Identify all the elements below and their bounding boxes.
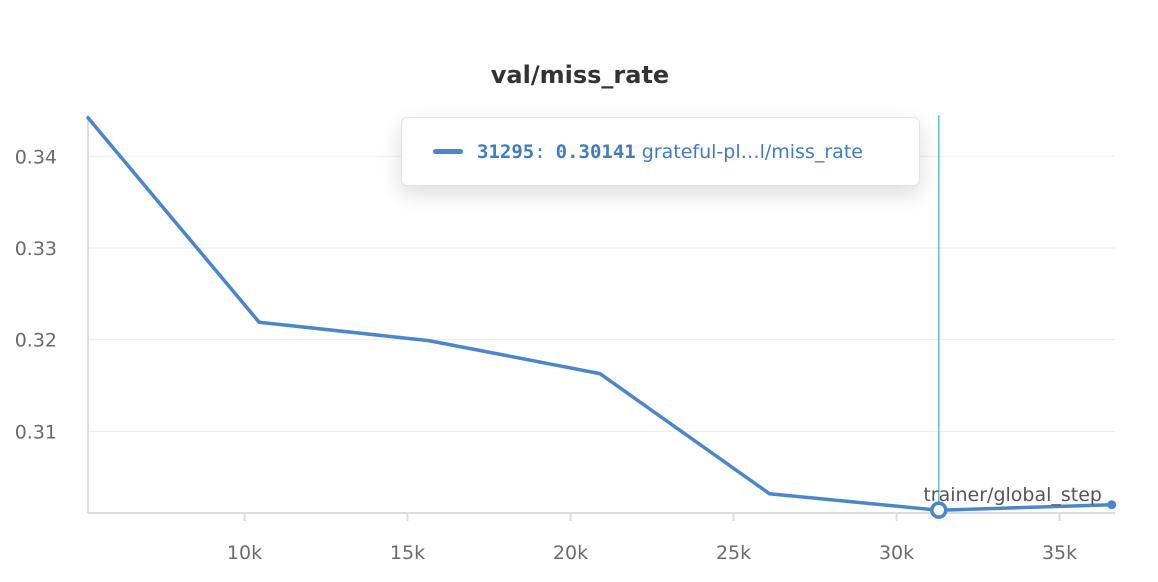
y-tick-label: 0.32: [15, 330, 57, 352]
x-axis-ticks: 10k 15k 20k 25k 30k 35k: [227, 513, 1077, 564]
x-axis-label: trainer/global_step: [923, 484, 1102, 506]
tooltip-step: 31295: [477, 140, 535, 163]
y-axis-ticks: 0.31 0.32 0.33 0.34: [15, 146, 57, 443]
x-tick-label: 30k: [879, 542, 914, 564]
series-layer: [86, 116, 1117, 519]
hover-point: [930, 501, 948, 519]
x-tick-label: 25k: [716, 542, 751, 564]
x-tick-label: 15k: [390, 542, 425, 564]
x-tick-label: 20k: [553, 542, 588, 564]
tooltip-value: 0.30141: [555, 140, 636, 163]
grid-lines: [88, 155, 1115, 432]
tooltip-run-name: grateful-pl…l/miss_rate: [641, 140, 863, 163]
hover-tooltip: 31295 : 0.30141 grateful-pl…l/miss_rate: [401, 117, 920, 186]
y-tick-label: 0.34: [15, 146, 57, 168]
tooltip-separator: :: [534, 140, 546, 163]
x-tick-label: 35k: [1042, 542, 1077, 564]
y-tick-label: 0.31: [15, 421, 57, 443]
series-end-point: [1107, 500, 1117, 510]
y-tick-label: 0.33: [15, 238, 57, 260]
x-tick-label: 10k: [227, 542, 262, 564]
chart-title: val/miss_rate: [491, 61, 669, 89]
series-swatch: [433, 149, 463, 154]
